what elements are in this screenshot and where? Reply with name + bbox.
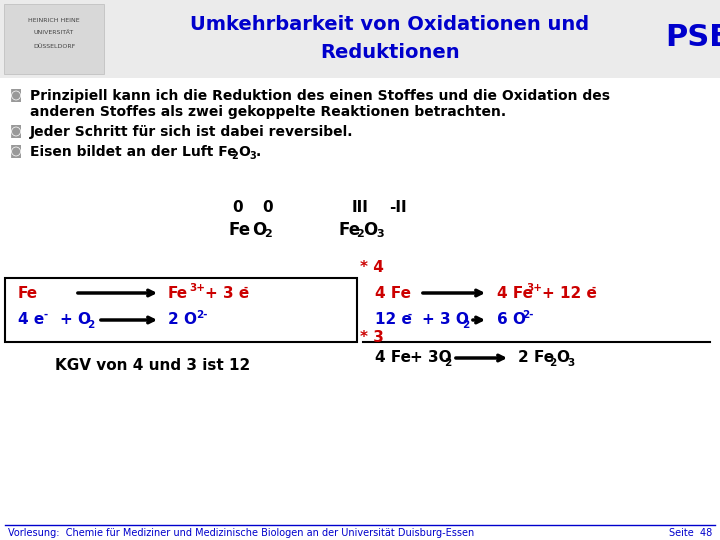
Text: O: O [252,221,266,239]
Text: ◙: ◙ [10,125,22,138]
Text: Umkehrbarkeit von Oxidationen und: Umkehrbarkeit von Oxidationen und [190,16,590,35]
Text: 2: 2 [87,320,94,330]
Text: anderen Stoffes als zwei gekoppelte Reaktionen betrachten.: anderen Stoffes als zwei gekoppelte Reak… [30,105,506,119]
Text: + 12 e: + 12 e [542,286,597,300]
Bar [4,4,104,74]
Text: KGV von 4 und 3 ist 12: KGV von 4 und 3 ist 12 [55,357,251,373]
Text: + 3 e: + 3 e [205,286,249,300]
Text: Eisen bildet an der Luft Fe: Eisen bildet an der Luft Fe [30,145,237,159]
Text: -: - [408,310,413,320]
Bar [0,0,720,78]
Text: Vorlesung:  Chemie für Mediziner und Medizinische Biologen an der Universität Du: Vorlesung: Chemie für Mediziner und Medi… [8,528,474,538]
Text: -: - [244,283,248,293]
Text: + O: + O [60,313,91,327]
Text: UNIVERSITÄT: UNIVERSITÄT [34,30,74,36]
Text: 2: 2 [264,229,271,239]
Text: 2: 2 [549,358,557,368]
Text: ◙: ◙ [10,145,22,159]
Text: .: . [256,145,261,159]
Text: O: O [556,350,569,366]
Text: DÜSSELDORF: DÜSSELDORF [33,44,75,49]
Text: III: III [351,200,369,215]
Text: Fe: Fe [228,221,250,239]
Text: Reduktionen: Reduktionen [320,43,460,62]
Text: 4 Fe: 4 Fe [375,350,411,366]
Text: 2: 2 [356,229,364,239]
Text: + 3O: + 3O [410,350,451,366]
Text: 12 e: 12 e [375,313,412,327]
Text: 2: 2 [231,151,238,161]
Text: ◙: ◙ [10,90,22,103]
Text: 0: 0 [263,200,274,215]
Text: O: O [238,145,250,159]
Text: 2-: 2- [196,310,207,320]
Bar [5,278,357,342]
Text: 3: 3 [376,229,384,239]
Text: 3+: 3+ [189,283,205,293]
Text: 2: 2 [444,358,451,368]
Text: 4 Fe: 4 Fe [497,286,533,300]
Text: Prinzipiell kann ich die Reduktion des einen Stoffes und die Oxidation des: Prinzipiell kann ich die Reduktion des e… [30,89,610,103]
Text: Fe: Fe [168,286,188,300]
Text: + 3 O: + 3 O [422,313,469,327]
Text: 3+: 3+ [526,283,542,293]
Text: 0: 0 [233,200,243,215]
Text: * 3: * 3 [360,330,384,346]
Text: Jeder Schritt für sich ist dabei reversibel.: Jeder Schritt für sich ist dabei reversi… [30,125,354,139]
Text: O: O [363,221,377,239]
Text: 2: 2 [462,320,469,330]
Text: -: - [43,310,48,320]
Text: * 4: * 4 [360,260,384,275]
Text: 2 Fe: 2 Fe [518,350,554,366]
Text: 3: 3 [249,151,256,161]
Text: -II: -II [390,200,407,215]
Text: Fe: Fe [18,286,38,300]
Text: Seite  48: Seite 48 [669,528,712,538]
Text: 3: 3 [567,358,575,368]
Text: -: - [592,283,596,293]
Text: Fe: Fe [338,221,360,239]
Text: 2-: 2- [522,310,534,320]
Text: 4 e: 4 e [18,313,44,327]
Text: HEINRICH HEINE: HEINRICH HEINE [28,17,80,23]
Text: 6 O: 6 O [497,313,526,327]
Text: 2 O: 2 O [168,313,197,327]
Text: PSE: PSE [665,24,720,52]
Text: 4 Fe: 4 Fe [375,286,411,300]
